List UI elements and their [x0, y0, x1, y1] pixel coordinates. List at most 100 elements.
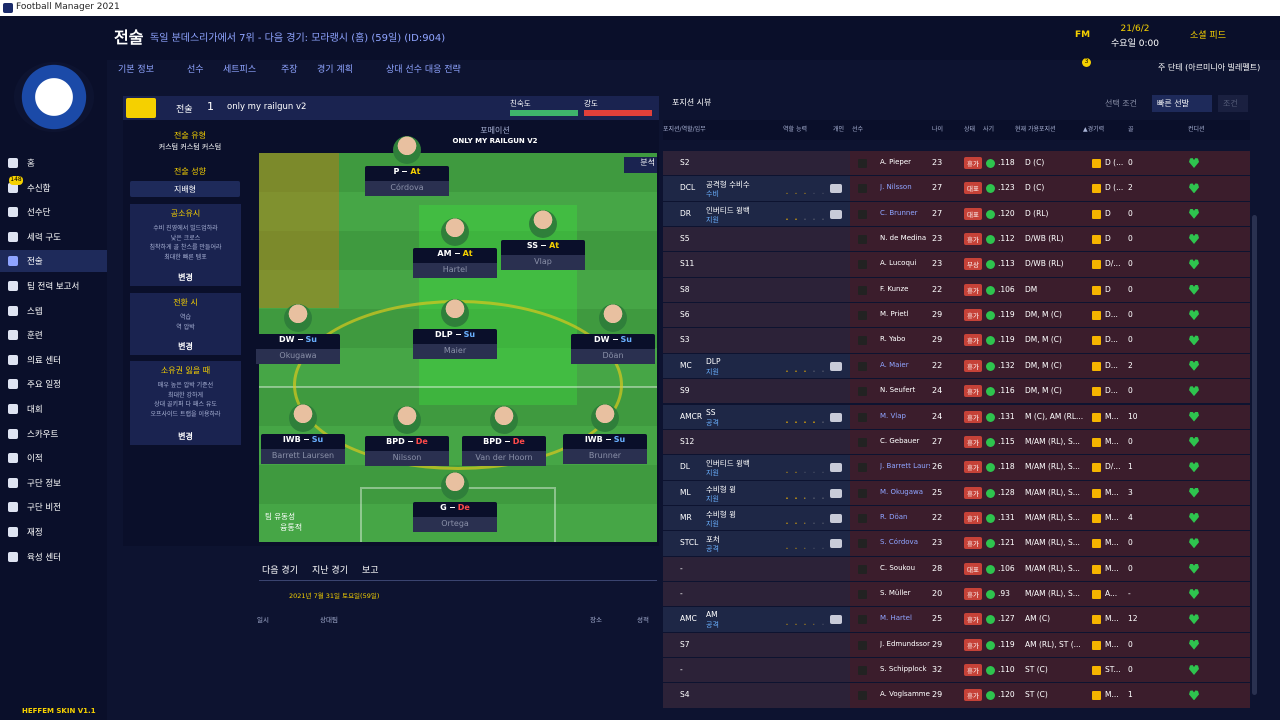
condition-heart	[1189, 208, 1199, 219]
row-left	[663, 379, 850, 404]
separator	[407, 441, 413, 442]
pref-icon	[1092, 513, 1101, 523]
mentality-select[interactable]	[130, 181, 240, 197]
condition-heart	[1189, 284, 1199, 295]
fixture-tab[interactable]: 지난 경기	[312, 566, 348, 576]
row-player[interactable]: A. Voglsammer	[880, 690, 930, 699]
row-player[interactable]: J. Nilsson	[880, 183, 912, 192]
column-header[interactable]: 사기	[983, 126, 995, 133]
column-header[interactable]: 상태	[964, 126, 976, 133]
change-button[interactable]: 변경	[178, 432, 193, 441]
row-player[interactable]: S. Schipplock	[880, 665, 927, 673]
row-player[interactable]: M. Hartel	[880, 614, 912, 623]
star	[783, 420, 791, 423]
instruction-box	[130, 293, 241, 355]
individual-icon	[830, 184, 842, 194]
tab[interactable]: 주장	[281, 65, 298, 75]
formation-name[interactable]: ONLY MY RAILGUN V2	[452, 137, 538, 145]
tab[interactable]: 세트피스	[223, 65, 257, 75]
star	[783, 369, 791, 372]
row-player[interactable]: M. Okugawa	[880, 487, 924, 496]
tab[interactable]: 기본 정보	[118, 65, 154, 75]
mentality-label: 전술 성향	[174, 167, 206, 176]
change-button[interactable]: 변경	[178, 273, 193, 282]
row-positions: DM, M (C)	[1025, 310, 1062, 320]
fixture-tab[interactable]: 다음 경기	[262, 566, 298, 576]
row-rating: .119	[998, 639, 1015, 649]
instruction-line: 낮은 크로스	[170, 234, 201, 242]
row-age: 25	[932, 614, 943, 624]
row-player[interactable]: S. Müller	[880, 588, 911, 597]
player-name: Maier	[413, 344, 497, 359]
column-header[interactable]: 나이	[932, 126, 944, 133]
row-player[interactable]: M. Prietl	[880, 310, 909, 319]
player-role: DW Su	[571, 335, 655, 348]
player-avatar	[529, 210, 557, 238]
separator	[297, 339, 303, 340]
player-name: Nilsson	[365, 451, 449, 466]
row-player[interactable]: M. Vlap	[880, 411, 906, 420]
role-stars	[783, 414, 829, 423]
collapse-button[interactable]	[126, 98, 156, 118]
row-player[interactable]: A. Lucoqui	[880, 259, 917, 268]
sidebar-label: 육성 센터	[27, 552, 61, 563]
row-player[interactable]: C. Soukou	[880, 563, 916, 572]
row-age: 29	[932, 690, 943, 700]
row-player[interactable]: J. Edmundsson	[880, 639, 930, 648]
row-player[interactable]: C. Brunner	[880, 208, 918, 217]
pref-icon	[1092, 361, 1101, 371]
column-header[interactable]: 역할 능력	[783, 126, 807, 133]
fixture-tab[interactable]: 보고	[362, 566, 379, 576]
tab[interactable]: 경기 계획	[317, 65, 353, 75]
sidebar-item[interactable]	[0, 250, 107, 273]
row-player[interactable]: N. de Medina	[880, 234, 927, 243]
row-player[interactable]: F. Kunze	[880, 284, 909, 293]
view-select[interactable]: 포지션 시뷰	[672, 98, 712, 107]
row-player[interactable]: J. Barrett Laurs..	[880, 462, 930, 471]
condition-button[interactable]: 조건	[1218, 95, 1248, 112]
row-player[interactable]: R. Yabo	[880, 335, 906, 344]
tactic-name[interactable]: only my railgun v2	[227, 102, 307, 112]
column-header[interactable]: 개인	[833, 126, 845, 133]
shirt-number	[858, 336, 867, 346]
row-player[interactable]: A. Pieper	[880, 158, 912, 166]
column-header[interactable]: 선수	[852, 126, 864, 133]
individual-icon	[830, 412, 842, 422]
morale-icon	[986, 666, 995, 675]
manager-name[interactable]: 주 단테 (아르미니아 빌레펠트)	[1158, 63, 1261, 72]
role-stars	[783, 363, 829, 372]
row-positions: M/AM (RL), S...	[1025, 487, 1080, 497]
condition-heart	[1189, 411, 1199, 422]
column-header[interactable]: 골	[1128, 126, 1134, 133]
row-left	[663, 227, 850, 252]
analysis-button[interactable]: 분석	[624, 157, 657, 173]
pref-icon	[1092, 564, 1101, 574]
style-value[interactable]: 커스텀 커스텀 커스텀	[158, 143, 222, 151]
window-title: Football Manager 2021	[16, 2, 120, 12]
star	[801, 369, 809, 372]
tab[interactable]: 상대 선수 대응 전략	[386, 65, 461, 75]
row-player[interactable]: R. Döan	[880, 512, 908, 521]
column-header[interactable]: ▲경기력	[1083, 126, 1105, 133]
column-header[interactable]: 현재 가용포지션	[1015, 126, 1056, 133]
quick-pick[interactable]: 빠른 선발	[1152, 95, 1212, 112]
row-player[interactable]: N. Seufert	[880, 386, 916, 395]
change-button[interactable]: 변경	[178, 342, 193, 351]
separator	[504, 441, 510, 442]
fluidity-value: 융통적	[280, 523, 303, 532]
shirt-number	[858, 285, 867, 295]
row-player[interactable]: A. Maier	[880, 360, 909, 369]
row-left	[663, 201, 850, 227]
duty: Su	[305, 335, 317, 344]
row-player[interactable]: C. Gebauer	[880, 436, 920, 445]
tab[interactable]: 선수	[187, 65, 204, 75]
column-header[interactable]: 포지션/역할/임무	[663, 126, 706, 133]
condition-heart	[1189, 690, 1199, 701]
column-header[interactable]: 컨디션	[1188, 126, 1205, 133]
row-pref: M...	[1105, 538, 1119, 548]
shirt-number	[858, 539, 867, 549]
row-role: 수비형 윙	[706, 509, 736, 519]
row-player[interactable]: S. Córdova	[880, 538, 918, 547]
row-role: 인버티드 윙백	[706, 459, 750, 469]
continue-button[interactable]: 소셜 피드	[1190, 31, 1226, 41]
